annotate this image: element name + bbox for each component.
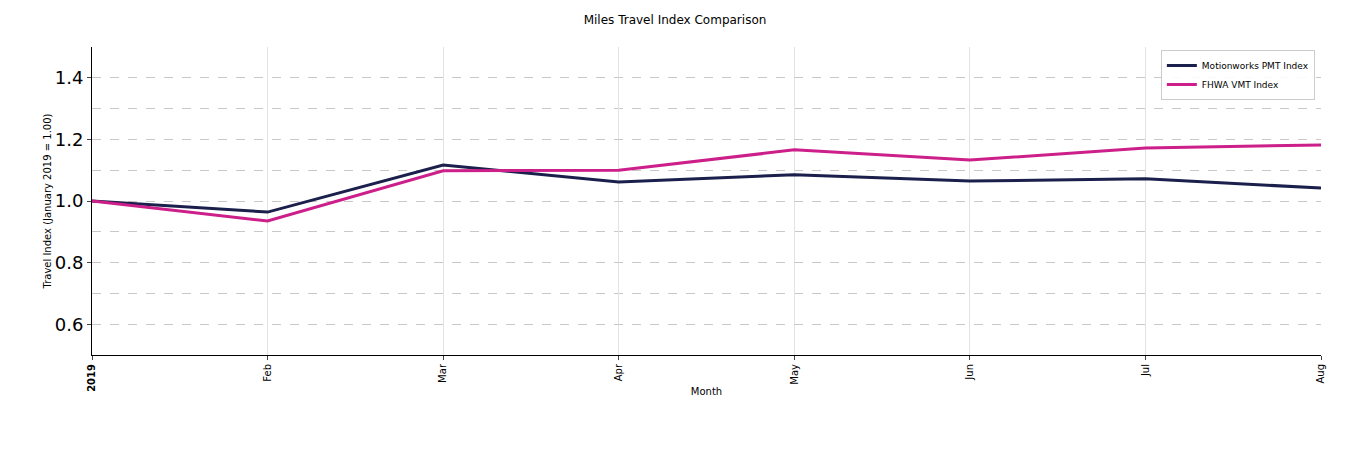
svg-text:Mar: Mar — [437, 363, 448, 383]
svg-text:0.8: 0.8 — [55, 252, 84, 273]
svg-text:Miles Travel Index Comparison: Miles Travel Index Comparison — [584, 13, 767, 27]
svg-text:2019: 2019 — [86, 364, 97, 392]
svg-text:1.4: 1.4 — [55, 67, 84, 88]
svg-text:Travel Index (January 2019 = 1: Travel Index (January 2019 = 1.00) — [42, 113, 53, 289]
svg-text:FHWA VMT Index: FHWA VMT Index — [1202, 80, 1279, 90]
svg-text:1.2: 1.2 — [55, 129, 84, 150]
svg-text:May: May — [789, 364, 800, 385]
svg-text:1.0: 1.0 — [55, 190, 84, 211]
svg-text:Apr: Apr — [613, 363, 624, 381]
svg-text:Feb: Feb — [262, 364, 273, 382]
svg-text:Month: Month — [691, 386, 722, 397]
svg-text:Aug: Aug — [1315, 364, 1326, 384]
svg-text:0.6: 0.6 — [55, 314, 84, 335]
svg-text:Jul: Jul — [1140, 364, 1151, 377]
svg-text:Jun: Jun — [964, 364, 975, 381]
svg-text:Motionworks PMT Index: Motionworks PMT Index — [1202, 61, 1309, 71]
